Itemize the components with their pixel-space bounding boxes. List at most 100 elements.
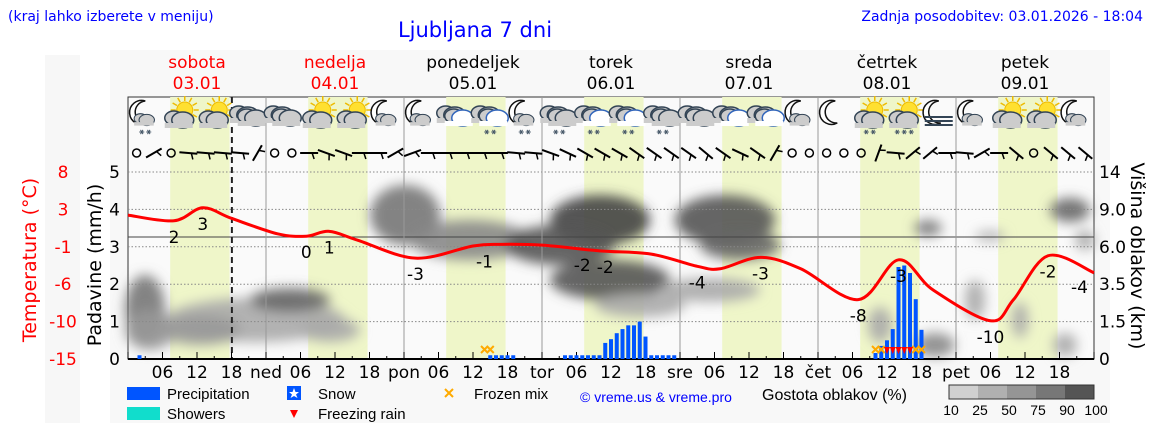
wind-barb-feather	[602, 154, 606, 161]
wind-barb-icon	[715, 147, 732, 161]
cloud-icon	[992, 110, 1023, 129]
wind-barb-feather	[380, 152, 384, 160]
cloud-density-swatch	[1007, 385, 1036, 399]
sun-ray	[315, 97, 319, 103]
day-name: četrtek	[857, 53, 918, 73]
wind-barb-feather	[983, 150, 990, 157]
wind-barb-feather	[688, 154, 692, 161]
cloud-icon	[961, 113, 983, 127]
day-name: torek	[589, 53, 633, 73]
sun-ray	[916, 102, 922, 107]
sun-ray	[1034, 102, 1040, 107]
cloud-part	[789, 122, 810, 126]
x-day-label: tor	[530, 363, 554, 383]
snowflake-stroke	[657, 129, 661, 135]
weather-icon-cloudy	[263, 105, 302, 127]
wind-barb-feather	[776, 149, 783, 153]
precipitation-bar	[563, 355, 567, 359]
x-tick-label: 12	[186, 363, 208, 383]
cloud-height-tick-label: 6.0	[1099, 238, 1126, 258]
temperature-label: -1	[476, 252, 493, 272]
temp-tick-label: -10	[49, 313, 77, 333]
weather-icon-moon-cloud-snow	[128, 99, 155, 135]
wind-barb-icon	[541, 148, 560, 161]
precipitation-bar	[637, 321, 642, 359]
wind-barb-feather	[949, 152, 954, 160]
snow-icon	[870, 129, 876, 135]
cloud-part	[651, 121, 680, 126]
cloud-icon	[651, 108, 682, 127]
weather-icon-cloudy-blue	[746, 105, 785, 127]
precipitation-bar	[609, 339, 613, 359]
legend-freezing-rain: Freezing rain	[318, 406, 406, 423]
wind-barb-icon	[334, 148, 353, 161]
x-tick-label: 18	[497, 363, 519, 383]
region-hint[interactable]: (kraj lahko izberete v meniju)	[8, 9, 214, 25]
wind-barb-feather	[535, 153, 539, 160]
wind-barb-feather	[705, 154, 709, 162]
cloud-blob	[1053, 333, 1077, 357]
temperature-label: 2	[169, 228, 180, 248]
x-tick-label: 18	[359, 363, 381, 383]
cloud-blob	[965, 280, 985, 320]
sun-ray	[361, 97, 365, 103]
wind-barb-icon	[1077, 146, 1093, 162]
credit-link[interactable]: © vreme.us & vreme.pro	[580, 389, 732, 405]
cloud-part	[302, 123, 331, 128]
weather-icon-moon-fog	[922, 99, 953, 126]
wind-barb-shaft	[611, 147, 628, 159]
snow-icon	[894, 129, 900, 135]
wind-barb-icon	[387, 147, 404, 159]
snowflake-stroke	[492, 129, 496, 135]
cloud-blob	[1075, 230, 1095, 250]
wind-barb-icon	[731, 148, 749, 161]
cloud-height-tick-label: 3.5	[1099, 275, 1126, 295]
weather-icon-sun-cloud	[336, 96, 372, 129]
wind-barb-shaft	[576, 147, 594, 159]
sun-ray	[1054, 102, 1060, 107]
cloud-density-swatch	[949, 385, 978, 399]
temp-tick-label: 3	[58, 200, 69, 220]
wind-barb-shaft	[179, 151, 198, 155]
sun-ray	[878, 97, 883, 103]
precipitation-bar	[580, 355, 585, 359]
precip-tick-label: 3	[109, 238, 120, 258]
x-day-label: ned	[250, 363, 282, 383]
wind-calm-icon	[856, 148, 866, 158]
sun-ray	[326, 97, 331, 103]
temperature-label: -10	[977, 328, 1005, 348]
x-tick-label: 06	[566, 363, 588, 383]
cloud-blob	[1012, 302, 1028, 338]
wind-barb-icon	[576, 147, 594, 161]
wind-barb-icon	[749, 147, 766, 161]
legend-precipitation-swatch	[127, 387, 160, 400]
day-date: 04.01	[311, 74, 360, 94]
wind-barb-feather	[225, 153, 229, 160]
x-day-label: pon	[388, 363, 420, 383]
wind-barb-feather	[483, 152, 488, 160]
cloud-icon	[409, 113, 431, 127]
cloud-height-tick-label: 0	[1099, 350, 1110, 370]
cloud-icon	[164, 110, 195, 129]
x-tick-label: 06	[152, 363, 174, 383]
cloud-part	[164, 123, 193, 128]
cloud-part	[686, 121, 715, 126]
day-date: 07.01	[725, 74, 774, 94]
x-tick-label: 18	[911, 363, 933, 383]
precipitation-bar	[568, 355, 573, 359]
x-tick-label: 12	[600, 363, 622, 383]
wind-barb-feather	[914, 150, 921, 156]
wind-barb-feather	[518, 153, 522, 160]
x-tick-label: 18	[635, 363, 657, 383]
day-date: 05.01	[449, 74, 498, 94]
wind-barb-icon	[179, 151, 198, 160]
sun-ray	[1020, 113, 1026, 118]
day-name: petek	[1001, 53, 1049, 73]
cloud-blob	[914, 220, 942, 236]
sun-ray	[364, 113, 370, 118]
day-name: nedelja	[304, 53, 366, 73]
snowflake-stroke	[630, 129, 634, 135]
precipitation-bar	[655, 355, 659, 359]
temperature-axis-label: Temperatura (°C)	[19, 178, 41, 343]
snow-icon	[908, 129, 914, 135]
